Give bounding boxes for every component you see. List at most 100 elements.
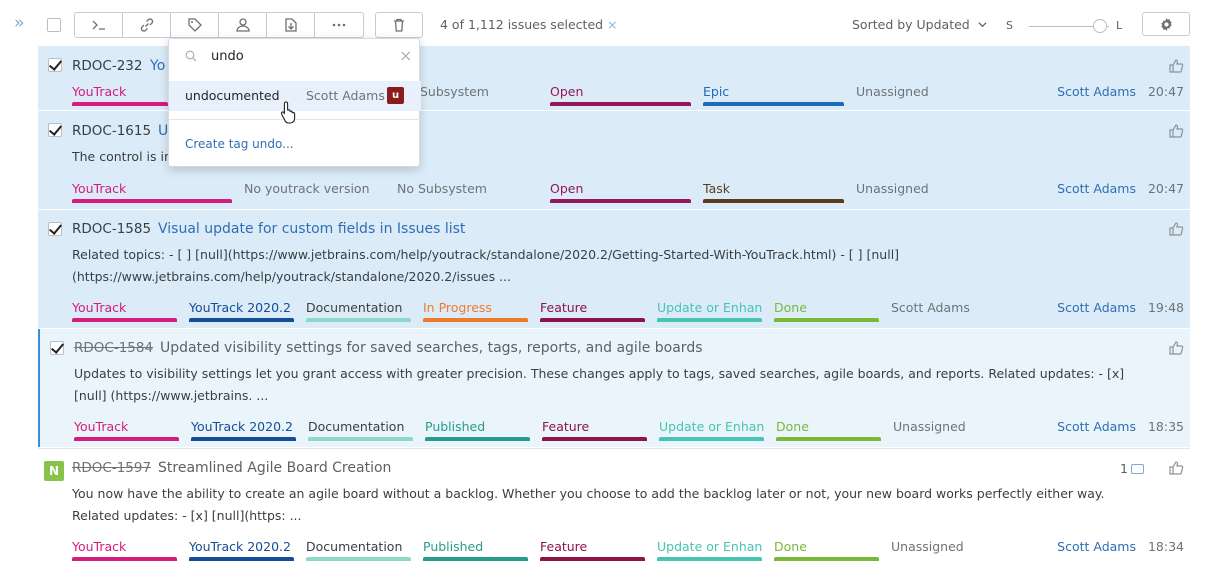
selection-text: 4 of 1,112 issues selected	[440, 17, 604, 32]
version-field[interactable]: YouTrack 2020.2	[189, 298, 294, 322]
assignee-field[interactable]: Unassigned	[856, 179, 986, 203]
project-field[interactable]: YouTrack	[74, 417, 179, 441]
issue-row[interactable]: RDOC-1585 Visual update for custom field…	[38, 210, 1190, 328]
settings-button[interactable]	[1142, 12, 1190, 36]
subsystem-field[interactable]: Subsystem	[420, 84, 489, 99]
assignee-icon[interactable]	[219, 13, 267, 37]
category-field[interactable]: Update or Enhancement	[657, 537, 762, 561]
issue-id[interactable]: RDOC-1597	[72, 460, 152, 476]
status-field[interactable]: Done	[774, 298, 879, 322]
reporter-link[interactable]: Scott Adams	[1057, 539, 1136, 554]
tag-option[interactable]: undocumented Scott Adams u	[169, 81, 421, 111]
reporter-link[interactable]: Scott Adams	[1057, 181, 1136, 196]
reporter-link[interactable]: Scott Adams	[1057, 300, 1136, 315]
tag-popup: × undocumented Scott Adams u Create tag …	[168, 38, 421, 167]
comment-count[interactable]: 1	[1120, 461, 1144, 476]
issue-row[interactable]: N RDOC-1597 Streamlined Agile Board Crea…	[38, 448, 1190, 566]
gear-icon	[1160, 17, 1172, 31]
size-slider-handle[interactable]	[1093, 19, 1107, 33]
issue-checkbox[interactable]	[48, 222, 62, 236]
project-field[interactable]: YouTrack	[72, 82, 168, 106]
version-field[interactable]: No youtrack version	[244, 179, 384, 203]
issue-checkbox[interactable]	[48, 123, 62, 137]
type-field[interactable]: Feature	[542, 417, 647, 441]
issue-checkbox[interactable]	[50, 341, 64, 355]
assignee-field[interactable]: Unassigned	[891, 537, 996, 561]
issue-checkbox[interactable]	[48, 58, 62, 72]
issue-title[interactable]: Streamlined Agile Board Creation	[158, 460, 392, 476]
version-field[interactable]: YouTrack 2020.2	[189, 537, 294, 561]
state-field[interactable]: Published	[425, 417, 530, 441]
search-icon	[185, 50, 197, 62]
reporter-link[interactable]: Scott Adams	[1057, 419, 1136, 434]
issue-id[interactable]: RDOC-1585	[72, 221, 152, 237]
sort-label: Sorted by Updated	[852, 17, 970, 32]
bulk-actions-group	[74, 12, 364, 38]
size-slider-track[interactable]	[1029, 26, 1109, 27]
issue-id[interactable]: RDOC-232	[72, 58, 143, 74]
project-field[interactable]: YouTrack	[72, 537, 177, 561]
link-icon[interactable]	[123, 13, 171, 37]
updated-time: 20:47	[1147, 181, 1184, 196]
clear-selection-icon[interactable]: ×	[607, 17, 618, 32]
issue-description: The control is in	[72, 149, 172, 164]
avatar: N	[44, 461, 64, 481]
category-field[interactable]: Update or Enhancement	[659, 417, 764, 441]
status-field[interactable]: Done	[776, 417, 881, 441]
issue-id[interactable]: RDOC-1584	[74, 340, 154, 356]
selection-info: 4 of 1,112 issues selected ×	[440, 17, 618, 32]
clear-search-icon[interactable]: ×	[399, 46, 413, 65]
create-tag-link[interactable]: Create tag undo...	[185, 137, 294, 151]
type-field[interactable]: Epic	[703, 82, 844, 106]
subsystem-field[interactable]: No Subsystem	[397, 179, 537, 203]
type-field[interactable]: Task	[703, 179, 844, 203]
assignee-field[interactable]: Scott Adams	[891, 298, 996, 322]
size-large-label: L	[1116, 19, 1123, 32]
issue-title[interactable]: U	[158, 123, 169, 139]
tag-icon[interactable]	[171, 13, 219, 37]
updated-time: 18:34	[1147, 539, 1184, 554]
type-field[interactable]: Feature	[540, 298, 645, 322]
vote-icon[interactable]	[1168, 58, 1184, 77]
sort-dropdown[interactable]: Sorted by Updated	[852, 17, 987, 32]
assignee-field[interactable]: Unassigned	[856, 82, 986, 106]
updated-time: 19:48	[1147, 300, 1184, 315]
issue-description: Updates to visibility settings let you g…	[74, 366, 1125, 403]
updated-time: 20:47	[1147, 84, 1184, 99]
hand-cursor-icon	[280, 101, 296, 124]
state-field[interactable]: Published	[423, 537, 528, 561]
state-field[interactable]: Open	[550, 82, 691, 106]
updated-time: 18:35	[1147, 419, 1184, 434]
tag-search-input[interactable]	[211, 46, 391, 66]
issue-row[interactable]: RDOC-1584 Updated visibility settings fo…	[38, 329, 1190, 447]
issue-title[interactable]: Updated visibility settings for saved se…	[160, 340, 703, 356]
category-field[interactable]: Update or Enhancement	[657, 298, 762, 322]
project-field[interactable]: YouTrack	[72, 179, 232, 203]
assignee-field[interactable]: Unassigned	[893, 417, 998, 441]
subsystem-field[interactable]: Documentation	[308, 417, 413, 441]
vote-icon[interactable]	[1168, 460, 1184, 479]
vote-icon[interactable]	[1168, 340, 1184, 359]
command-icon[interactable]	[75, 13, 123, 37]
vote-icon[interactable]	[1168, 123, 1184, 142]
comment-icon	[1131, 464, 1144, 474]
state-field[interactable]: In Progress	[423, 298, 528, 322]
export-icon[interactable]	[267, 13, 315, 37]
version-field[interactable]: YouTrack 2020.2	[191, 417, 296, 441]
issue-title[interactable]: Yo	[150, 58, 166, 74]
vote-icon[interactable]	[1168, 221, 1184, 240]
delete-button[interactable]	[375, 12, 423, 38]
state-field[interactable]: Open	[550, 179, 691, 203]
project-field[interactable]: YouTrack	[72, 298, 177, 322]
issue-title[interactable]: Visual update for custom fields in Issue…	[158, 221, 466, 237]
status-field[interactable]: Done	[774, 537, 879, 561]
reporter-link[interactable]: Scott Adams	[1057, 84, 1136, 99]
subsystem-field[interactable]: Documentation	[306, 298, 411, 322]
type-field[interactable]: Feature	[540, 537, 645, 561]
subsystem-field[interactable]: Documentation	[306, 537, 411, 561]
select-all-checkbox[interactable]	[47, 18, 61, 32]
more-icon[interactable]	[315, 13, 363, 37]
trash-icon	[394, 18, 404, 32]
issue-id[interactable]: RDOC-1615	[72, 123, 152, 139]
expand-sidebar-icon[interactable]: ››	[14, 13, 24, 33]
